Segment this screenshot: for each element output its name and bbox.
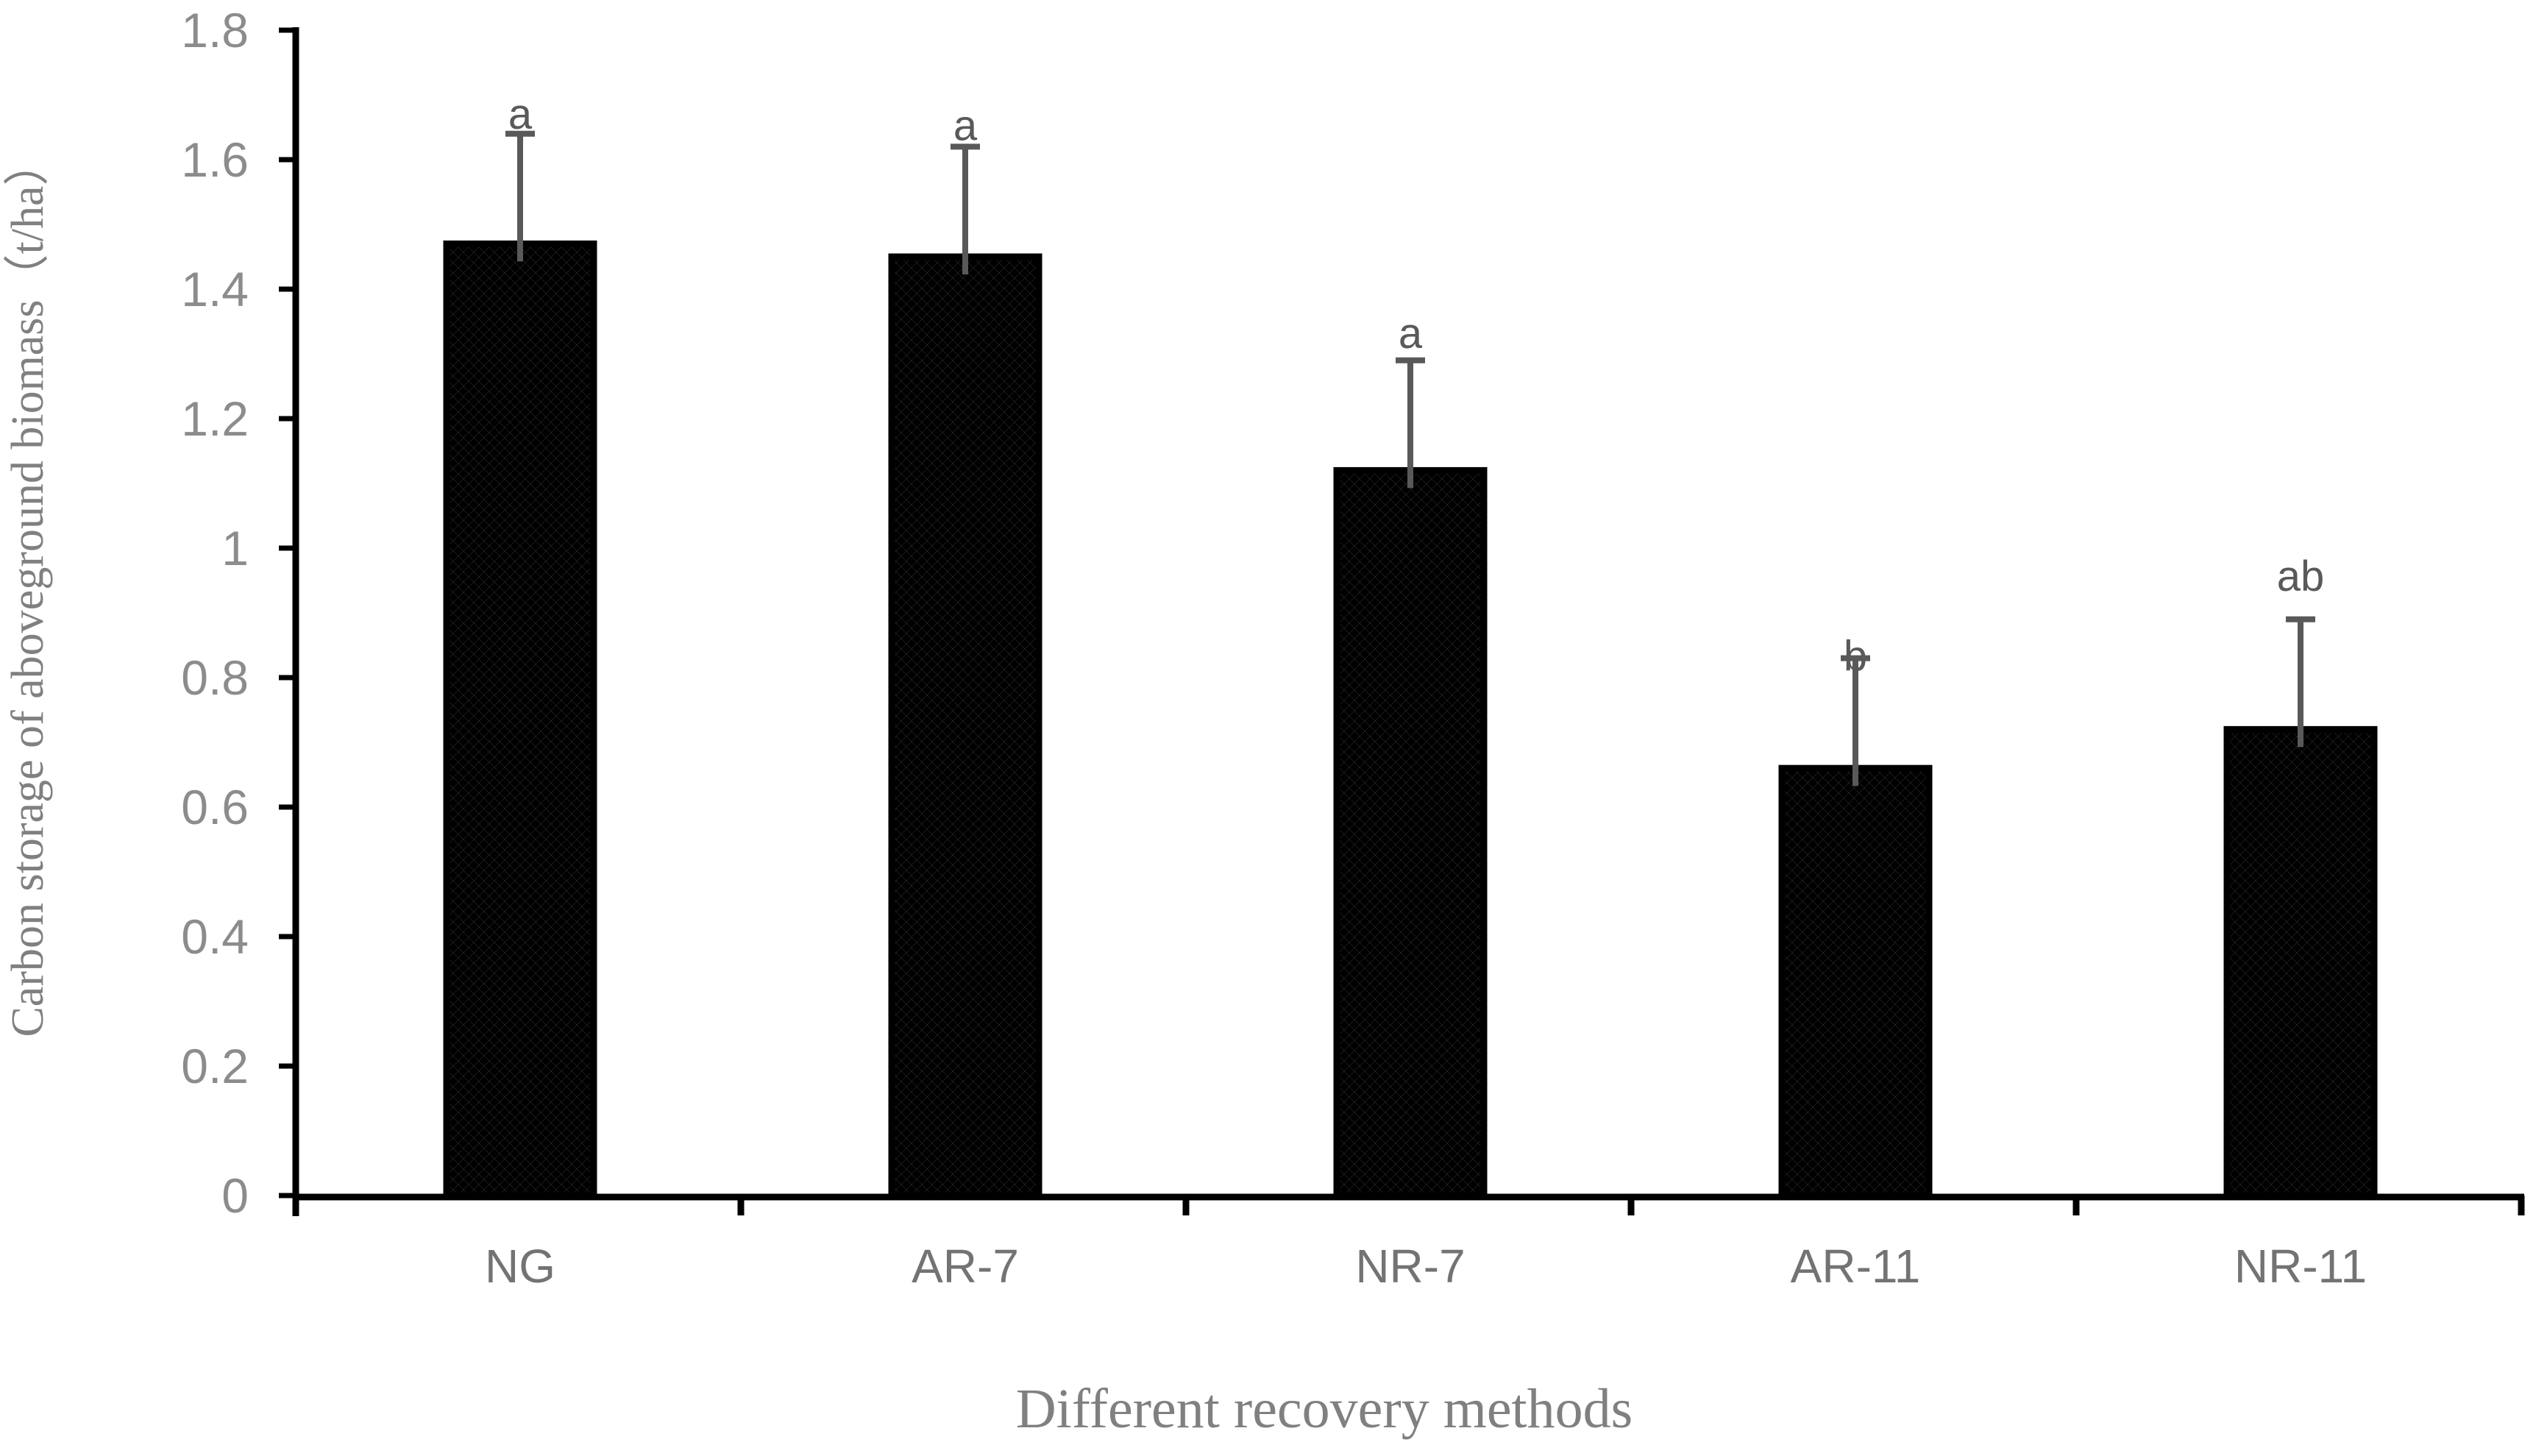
y-tick-label: 0.6 (181, 780, 249, 834)
significance-letter: a (1399, 310, 1423, 358)
y-axis-tick-labels: 0 0.2 0.4 0.6 0.8 1 1.2 1.4 1.6 1.8 (181, 3, 249, 1223)
x-category-label: NR-11 (2234, 1240, 2367, 1293)
x-category-label: AR-11 (1791, 1240, 1921, 1293)
y-tick-label: 1.6 (181, 132, 249, 187)
y-tick-label: 1 (221, 521, 249, 575)
bars-group (443, 240, 2378, 1199)
bar (888, 253, 1042, 1199)
x-category-label: AR-7 (912, 1240, 1019, 1293)
x-axis-ticks (292, 1196, 2525, 1215)
y-tick-label: 0 (221, 1168, 249, 1223)
y-tick-label: 0.2 (181, 1039, 249, 1093)
significance-letter: ab (2277, 553, 2325, 600)
y-tick-label: 1.4 (181, 262, 249, 316)
y-axis-ticks (279, 27, 296, 1198)
significance-letter: a (508, 90, 533, 138)
category-labels-group: NG AR-7 NR-7 AR-11 NR-11 (485, 1240, 2367, 1293)
y-tick-label: 0.8 (181, 650, 249, 705)
bar (2223, 725, 2378, 1199)
x-axis-title: Different recovery methods (1016, 1378, 1633, 1440)
bar (1333, 466, 1488, 1199)
significance-letter: a (953, 102, 978, 149)
bar (443, 240, 597, 1199)
y-tick-label: 1.2 (181, 391, 249, 446)
bar (1778, 764, 1933, 1199)
significance-letter: b (1844, 633, 1867, 681)
y-tick-label: 0.4 (181, 909, 249, 964)
y-axis-title: Carbon storage of aboveground biomass（t/… (3, 140, 53, 1037)
y-tick-label: 1.8 (181, 3, 249, 57)
x-category-label: NG (485, 1240, 555, 1293)
x-category-label: NR-7 (1355, 1240, 1465, 1293)
error-bars-group (505, 130, 2315, 786)
